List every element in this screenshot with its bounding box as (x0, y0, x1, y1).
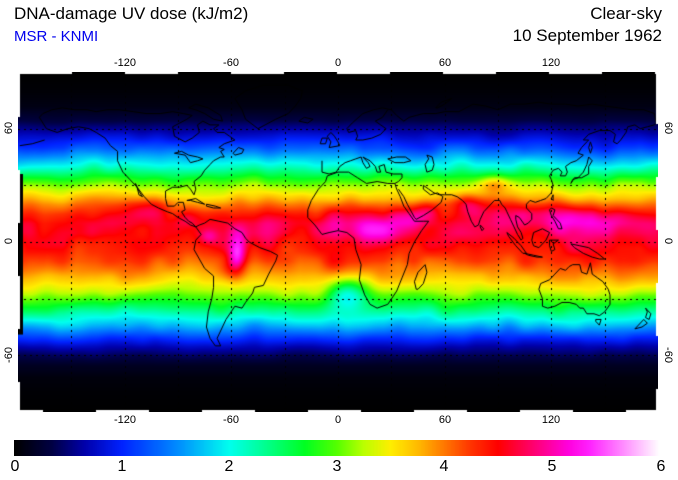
colorbar-tick-label: 4 (439, 458, 449, 475)
colorbar-tick-label: 3 (332, 458, 342, 475)
colorbar-tick-label: 6 (656, 458, 666, 475)
lon-tick-label-top: 120 (541, 57, 561, 69)
lon-tick-label-top: 0 (334, 57, 342, 69)
colorbar-tick-label: 2 (224, 458, 234, 475)
lat-tick-label-left: 60 (3, 121, 15, 135)
lon-tick-label-bottom: 120 (541, 414, 561, 426)
colorbar-tick-label: 0 (10, 458, 20, 475)
world-map-canvas (18, 72, 658, 412)
colorbar-tick-label: 5 (547, 458, 557, 475)
lat-tick-label-right: -60 (662, 347, 674, 363)
lat-tick-label-left: -60 (3, 347, 15, 363)
chart-title: DNA-damage UV dose (kJ/m2) (14, 4, 249, 23)
date-label: 10 September 1962 (512, 26, 662, 45)
condition-label: Clear-sky (590, 4, 662, 23)
colorbar-tick-label: 1 (117, 458, 127, 475)
lon-tick-label-bottom: -60 (223, 414, 239, 426)
lon-tick-label-bottom: 60 (438, 414, 452, 426)
lat-tick-label-right: 60 (662, 121, 674, 135)
lon-tick-label-bottom: -120 (113, 414, 137, 426)
lat-tick-label-left: 0 (3, 237, 15, 245)
lon-tick-label-top: -60 (223, 57, 239, 69)
lon-tick-label-top: 60 (438, 57, 452, 69)
lon-tick-label-top: -120 (113, 57, 137, 69)
lat-tick-label-right: 0 (662, 237, 674, 245)
source-label: MSR - KNMI (14, 28, 99, 45)
lon-tick-label-bottom: 0 (334, 414, 342, 426)
colorbar-canvas (14, 440, 660, 456)
